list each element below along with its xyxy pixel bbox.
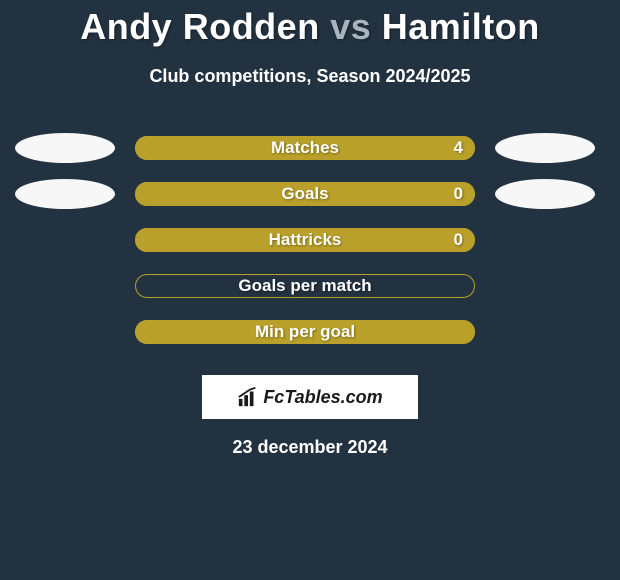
logo-text: FcTables.com: [263, 387, 382, 408]
stat-bar: Goals per match: [135, 274, 475, 298]
bar-value: 4: [454, 136, 463, 160]
right-oval: [495, 179, 595, 209]
title-player2: Hamilton: [382, 6, 540, 47]
stat-bar: Hattricks0: [135, 228, 475, 252]
stat-bar: Matches4: [135, 136, 475, 160]
stat-row: Matches4: [0, 125, 620, 171]
date-text: 23 december 2024: [0, 437, 620, 458]
title-player1: Andy Rodden: [80, 6, 319, 47]
stat-row: Goals per match: [0, 263, 620, 309]
page-title: Andy Rodden vs Hamilton: [0, 0, 620, 48]
left-oval: [15, 179, 115, 209]
bar-value: 0: [454, 182, 463, 206]
bar-label: Min per goal: [135, 320, 475, 344]
left-oval: [15, 133, 115, 163]
stat-bar: Min per goal: [135, 320, 475, 344]
bar-label: Matches: [135, 136, 475, 160]
stat-row: Goals0: [0, 171, 620, 217]
stat-bar: Goals0: [135, 182, 475, 206]
bars-icon: [237, 386, 259, 408]
bar-label: Goals per match: [135, 274, 475, 298]
stat-row: Min per goal: [0, 309, 620, 355]
logo-box: FcTables.com: [202, 375, 418, 419]
stat-row: Hattricks0: [0, 217, 620, 263]
subtitle: Club competitions, Season 2024/2025: [0, 66, 620, 87]
stat-rows: Matches4Goals0Hattricks0Goals per matchM…: [0, 125, 620, 355]
right-oval: [495, 133, 595, 163]
bar-label: Goals: [135, 182, 475, 206]
bar-value: 0: [454, 228, 463, 252]
bar-label: Hattricks: [135, 228, 475, 252]
title-vs: vs: [330, 6, 371, 47]
